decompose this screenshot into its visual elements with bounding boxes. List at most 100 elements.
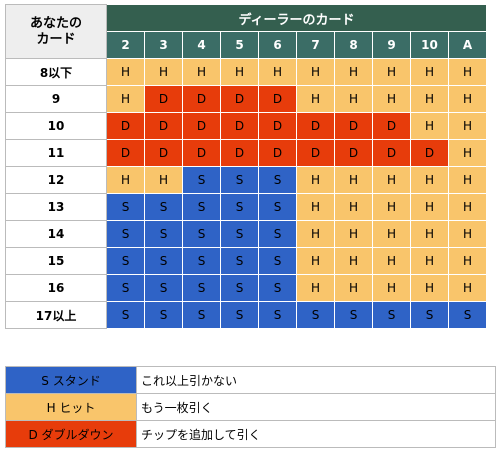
legend-row: H ヒット もう一枚引く xyxy=(5,393,496,421)
dealer-card-header: ディーラーのカード xyxy=(106,4,487,32)
strategy-cell: S xyxy=(106,193,145,221)
strategy-cell: H xyxy=(448,112,487,140)
strategy-cell: H xyxy=(448,247,487,275)
legend-key: S スタンド xyxy=(5,366,137,394)
table-row: 11 D D D D D D D D D H xyxy=(5,139,487,167)
table-row: 14 S S S S S H H H H H xyxy=(5,220,487,248)
dealer-card-5: 7 xyxy=(296,31,335,59)
row-label: 15 xyxy=(5,247,107,275)
strategy-cell: H xyxy=(296,274,335,302)
strategy-cell: S xyxy=(258,274,297,302)
table-row: 8以下 H H H H H H H H H H xyxy=(5,58,487,86)
strategy-cell: H xyxy=(258,58,297,86)
dealer-card-7: 9 xyxy=(372,31,411,59)
strategy-cell: S xyxy=(258,193,297,221)
strategy-cell: D xyxy=(334,139,373,167)
strategy-cell: H xyxy=(296,85,335,113)
legend-key: D ダブルダウン xyxy=(5,420,137,448)
your-card-header: あなたの カード xyxy=(5,4,107,59)
strategy-cell: D xyxy=(258,85,297,113)
strategy-cell: H xyxy=(410,193,449,221)
strategy-cell: D xyxy=(258,112,297,140)
strategy-cell: S xyxy=(220,220,259,248)
table-row: 16 S S S S S H H H H H xyxy=(5,274,487,302)
strategy-cell: D xyxy=(220,85,259,113)
row-label: 13 xyxy=(5,193,107,221)
corner-label-line1: あなたの xyxy=(29,15,82,31)
strategy-cell: S xyxy=(258,247,297,275)
strategy-cell: H xyxy=(410,247,449,275)
basic-strategy-table: あなたの カード ディーラーのカード 2 3 4 5 6 7 8 9 10 A 8以下 H H H H H H… xyxy=(5,4,487,329)
dealer-card-1: 3 xyxy=(144,31,183,59)
strategy-cell: D xyxy=(182,85,221,113)
table-row: 17以上 S S S S S S S S S S xyxy=(5,301,487,329)
legend-description: チップを追加して引く xyxy=(136,420,496,448)
strategy-cell: S xyxy=(220,193,259,221)
legend-description: もう一枚引く xyxy=(136,393,496,421)
strategy-cell: H xyxy=(372,193,411,221)
row-label: 11 xyxy=(5,139,107,167)
strategy-cell: H xyxy=(448,139,487,167)
strategy-cell: H xyxy=(220,58,259,86)
row-label: 12 xyxy=(5,166,107,194)
table-row: 15 S S S S S H H H H H xyxy=(5,247,487,275)
strategy-cell: D xyxy=(182,139,221,167)
dealer-card-8: 10 xyxy=(410,31,449,59)
strategy-cell: S xyxy=(220,274,259,302)
strategy-cell: H xyxy=(144,58,183,86)
strategy-cell: H xyxy=(296,58,335,86)
strategy-cell: S xyxy=(106,274,145,302)
strategy-cell: H xyxy=(448,166,487,194)
strategy-cell: H xyxy=(334,166,373,194)
strategy-cell: H xyxy=(296,247,335,275)
dealer-card-9: A xyxy=(448,31,487,59)
strategy-cell: H xyxy=(144,166,183,194)
legend-key: H ヒット xyxy=(5,393,137,421)
row-label: 8以下 xyxy=(5,58,107,86)
strategy-cell: H xyxy=(372,220,411,248)
strategy-cell: S xyxy=(144,274,183,302)
strategy-cell: H xyxy=(448,274,487,302)
strategy-cell: H xyxy=(372,58,411,86)
strategy-cell: H xyxy=(410,85,449,113)
strategy-cell: S xyxy=(106,247,145,275)
row-label: 10 xyxy=(5,112,107,140)
strategy-cell: S xyxy=(182,220,221,248)
strategy-cell: S xyxy=(106,220,145,248)
strategy-cell: D xyxy=(296,139,335,167)
strategy-cell: S xyxy=(334,301,373,329)
strategy-cell: H xyxy=(448,193,487,221)
corner-label-line2: カード xyxy=(36,31,76,47)
strategy-cell: D xyxy=(410,139,449,167)
table-row: 10 D D D D D D D D H H xyxy=(5,112,487,140)
strategy-cell: S xyxy=(296,301,335,329)
strategy-cell: D xyxy=(144,139,183,167)
strategy-cell: H xyxy=(182,58,221,86)
strategy-cell: S xyxy=(182,274,221,302)
table-row: 12 H H S S S H H H H H xyxy=(5,166,487,194)
dealer-card-3: 5 xyxy=(220,31,259,59)
strategy-cell: H xyxy=(410,58,449,86)
legend-row: D ダブルダウン チップを追加して引く xyxy=(5,420,496,448)
strategy-cell: D xyxy=(106,139,145,167)
strategy-cell: D xyxy=(258,139,297,167)
strategy-cell: S xyxy=(144,301,183,329)
strategy-cell: S xyxy=(258,220,297,248)
strategy-cell: S xyxy=(258,166,297,194)
dealer-card-0: 2 xyxy=(106,31,145,59)
dealer-card-6: 8 xyxy=(334,31,373,59)
strategy-cell: H xyxy=(334,58,373,86)
strategy-cell: H xyxy=(106,58,145,86)
row-label: 9 xyxy=(5,85,107,113)
strategy-body: 8以下 H H H H H H H H H H 9 H D D D D H H H H H 10 D D D D D D D D H H 11 D D… xyxy=(5,58,487,329)
legend-description: これ以上引かない xyxy=(136,366,496,394)
strategy-cell: D xyxy=(106,112,145,140)
strategy-cell: H xyxy=(410,112,449,140)
strategy-cell: H xyxy=(334,193,373,221)
strategy-cell: D xyxy=(334,112,373,140)
strategy-cell: H xyxy=(296,220,335,248)
strategy-cell: H xyxy=(296,193,335,221)
strategy-cell: H xyxy=(334,220,373,248)
strategy-cell: S xyxy=(182,166,221,194)
